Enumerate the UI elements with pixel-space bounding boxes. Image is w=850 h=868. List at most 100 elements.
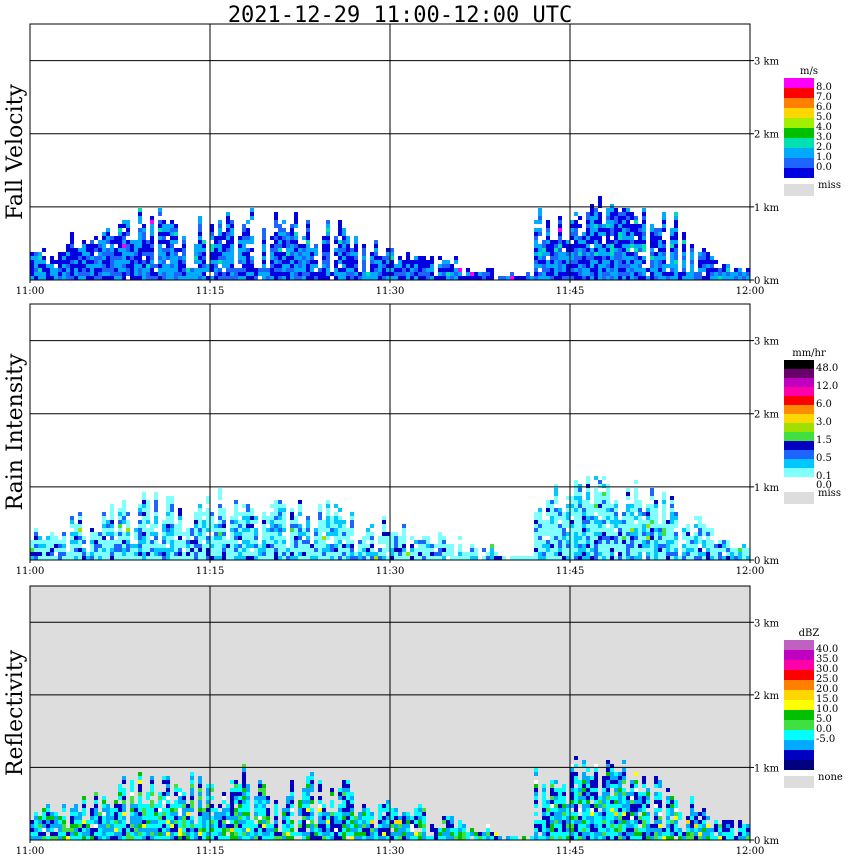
echo-cell: [674, 548, 678, 552]
echo-cell: [146, 808, 150, 812]
echo-cell: [630, 504, 634, 508]
echo-cell: [642, 240, 646, 244]
echo-cell: [594, 792, 598, 796]
legend-swatch: [784, 360, 814, 369]
echo-cell: [366, 552, 370, 556]
echo-cell: [554, 500, 558, 504]
echo-cell: [298, 824, 302, 828]
legend-label: 4.0: [816, 122, 832, 133]
echo-cell: [46, 812, 50, 816]
echo-cell: [402, 552, 406, 556]
echo-cell: [174, 824, 178, 828]
echo-cell: [606, 528, 610, 532]
echo-cell: [594, 768, 598, 772]
echo-cell: [534, 516, 538, 520]
echo-cell: [162, 800, 166, 804]
echo-cell: [210, 556, 214, 560]
echo-cell: [578, 216, 582, 220]
echo-cell: [570, 276, 574, 280]
legend-swatch: [784, 660, 814, 670]
echo-cell: [182, 260, 186, 264]
echo-cell: [574, 224, 578, 228]
echo-cell: [54, 272, 58, 276]
echo-cell: [230, 808, 234, 812]
echo-cell: [242, 524, 246, 528]
y-tick-label: 1 km: [754, 203, 780, 214]
echo-cell: [166, 508, 170, 512]
echo-cell: [114, 252, 118, 256]
echo-cell: [242, 816, 246, 820]
echo-cell: [610, 540, 614, 544]
echo-cell: [246, 228, 250, 232]
echo-cell: [58, 820, 62, 824]
echo-cell: [594, 228, 598, 232]
echo-cell: [118, 532, 122, 536]
echo-cell: [218, 836, 222, 840]
echo-cell: [154, 828, 158, 832]
echo-cell: [734, 552, 738, 556]
echo-cell: [598, 816, 602, 820]
echo-cell: [142, 520, 146, 524]
echo-cell: [650, 264, 654, 268]
echo-cell: [218, 552, 222, 556]
echo-cell: [654, 816, 658, 820]
echo-cell: [206, 552, 210, 556]
echo-cell: [594, 828, 598, 832]
echo-cell: [274, 808, 278, 812]
echo-cell: [78, 512, 82, 516]
echo-cell: [218, 236, 222, 240]
echo-cell: [54, 548, 58, 552]
echo-cell: [226, 804, 230, 808]
echo-cell: [174, 224, 178, 228]
echo-cell: [202, 556, 206, 560]
echo-cell: [630, 276, 634, 280]
echo-cell: [306, 224, 310, 228]
echo-cell: [210, 516, 214, 520]
echo-cell: [642, 216, 646, 220]
echo-cell: [274, 504, 278, 508]
echo-cell: [158, 220, 162, 224]
echo-cell: [290, 516, 294, 520]
echo-cell: [462, 552, 466, 556]
echo-cell: [582, 804, 586, 808]
echo-cell: [718, 540, 722, 544]
echo-cell: [582, 252, 586, 256]
echo-cell: [306, 524, 310, 528]
echo-cell: [626, 220, 630, 224]
echo-cell: [658, 232, 662, 236]
echo-cell: [574, 212, 578, 216]
echo-cell: [334, 248, 338, 252]
echo-cell: [606, 808, 610, 812]
echo-cell: [702, 528, 706, 532]
echo-cell: [122, 556, 126, 560]
echo-cell: [206, 812, 210, 816]
echo-cell: [574, 556, 578, 560]
echo-cell: [390, 548, 394, 552]
echo-cell: [278, 272, 282, 276]
echo-cell: [690, 272, 694, 276]
echo-cell: [286, 244, 290, 248]
echo-cell: [298, 508, 302, 512]
echo-cell: [578, 784, 582, 788]
echo-cell: [350, 268, 354, 272]
echo-cell: [258, 552, 262, 556]
echo-cell: [274, 532, 278, 536]
echo-cell: [182, 828, 186, 832]
echo-cell: [278, 240, 282, 244]
echo-cell: [110, 816, 114, 820]
echo-cell: [662, 516, 666, 520]
echo-cell: [322, 256, 326, 260]
echo-cell: [34, 540, 38, 544]
echo-cell: [666, 532, 670, 536]
echo-cell: [594, 276, 598, 280]
echo-cell: [562, 528, 566, 532]
echo-cell: [314, 272, 318, 276]
echo-cell: [30, 836, 34, 840]
echo-cell: [266, 556, 270, 560]
echo-cell: [162, 824, 166, 828]
echo-cell: [166, 276, 170, 280]
echo-cell: [550, 524, 554, 528]
echo-cell: [386, 824, 390, 828]
echo-cell: [238, 512, 242, 516]
echo-cell: [174, 828, 178, 832]
